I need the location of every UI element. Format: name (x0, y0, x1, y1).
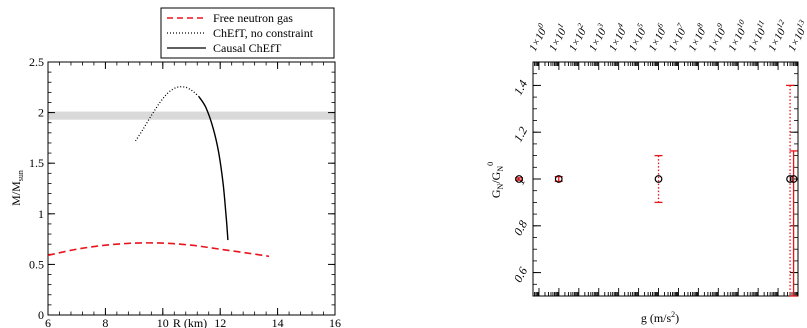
data-point (654, 175, 663, 183)
left-plot-frame (47, 61, 336, 316)
y-tick-label: 1 (513, 175, 528, 187)
x-tick-label: 10 (157, 316, 169, 328)
left-axis-ticks: 6 8 10 12 14 16 0 0.5 1 1.5 2 2.5 (29, 55, 341, 328)
right-x-axis-label: g (m/s2) (641, 310, 679, 325)
y-tick-label: 0 (38, 308, 44, 322)
data-point (789, 175, 798, 183)
data-point (515, 175, 523, 183)
y-tick-label: 0.8 (511, 218, 530, 238)
right-plot-frame (532, 61, 799, 297)
series-line-causal-cheft (198, 96, 229, 241)
y-tick-label: 2.5 (29, 55, 44, 69)
y-tick-label: 0.5 (29, 257, 44, 271)
y-tick-label: 1.4 (511, 78, 530, 98)
y-tick-label: 1.5 (29, 156, 44, 170)
y-tick-label: 0.6 (511, 265, 530, 285)
left-series-layer (47, 86, 270, 258)
data-point (554, 175, 563, 183)
x-tick-label: 8 (102, 316, 108, 328)
right-y-axis-label: GN/GN0 (486, 162, 505, 198)
y-tick-label: 1 (38, 207, 44, 221)
x-top-tick-label: 1×1013 (783, 18, 807, 53)
left-x-axis-label: R (km) (173, 316, 207, 328)
left-legend: Free neutron gas ChEfT, no constraint Ca… (160, 7, 335, 59)
legend-label-cheft-no-constraint: ChEfT, no constraint (213, 26, 314, 40)
x-tick-label: 14 (272, 316, 284, 328)
mass-band-layer (48, 111, 335, 120)
y-tick-label: 2 (38, 106, 44, 120)
legend-box (160, 7, 335, 59)
x-tick-label: 6 (45, 316, 51, 328)
left-y-axis-label: M/Msun (9, 170, 25, 206)
x-tick-label: 12 (214, 316, 226, 328)
x-tick-label: 16 (329, 316, 341, 328)
legend-label-free-neutron-gas: Free neutron gas (213, 11, 293, 25)
right-points-layer (515, 84, 798, 297)
series-line-free-neutron-gas (47, 242, 270, 258)
y-tick-label: 1.2 (511, 124, 530, 144)
gravity-coupling-chart: 1×1001×1011×1021×1031×1041×1051×1061×107… (486, 18, 807, 325)
legend-label-causal-cheft: Causal ChEfT (213, 41, 282, 55)
mass-constraint-band (48, 111, 335, 120)
mass-radius-chart: 6 8 10 12 14 16 0 0.5 1 1.5 2 2.5 R (km) M/Msun Fre… (9, 7, 341, 328)
